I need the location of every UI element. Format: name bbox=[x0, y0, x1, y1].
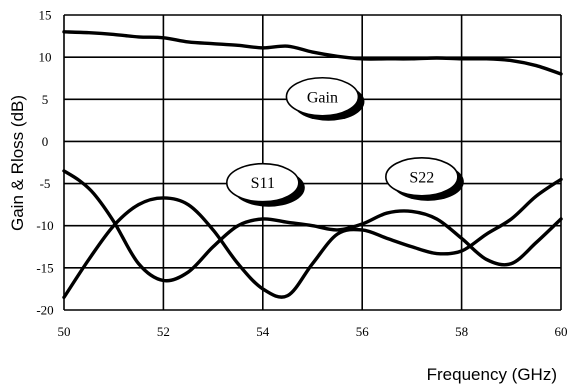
callout-s22: S22 bbox=[385, 157, 464, 201]
callout-label: S22 bbox=[409, 169, 434, 186]
x-tick-label: 60 bbox=[555, 324, 568, 339]
x-tick-label: 54 bbox=[256, 324, 270, 339]
callout-bubble bbox=[285, 76, 360, 117]
y-tick-label: 15 bbox=[39, 8, 52, 23]
tick-layer: -20 -15 -10 -5 0 5 10 15 50 52 54 56 58 60 bbox=[36, 8, 567, 340]
callout-bubble bbox=[225, 162, 300, 203]
callout-label: Gain bbox=[307, 89, 338, 106]
y-tick-label: -10 bbox=[36, 218, 53, 233]
y-axis-title: Gain & Rloss (dB) bbox=[8, 95, 27, 231]
x-axis-title: Frequency (GHz) bbox=[427, 365, 557, 384]
y-tick-label: 5 bbox=[42, 92, 49, 107]
callout-label: S11 bbox=[251, 175, 275, 192]
callout-s11: S11 bbox=[225, 162, 305, 207]
y-tick-label: -20 bbox=[36, 303, 53, 318]
y-tick-label: 10 bbox=[39, 50, 52, 65]
x-tick-label: 58 bbox=[455, 324, 468, 339]
x-tick-label: 50 bbox=[58, 324, 71, 339]
y-tick-label: -5 bbox=[40, 176, 51, 191]
y-tick-label: -15 bbox=[36, 260, 53, 275]
callout-gain: Gain bbox=[285, 76, 365, 121]
x-tick-label: 52 bbox=[157, 324, 170, 339]
series-line-gain bbox=[62, 30, 563, 76]
x-tick-label: 56 bbox=[356, 324, 370, 339]
callout-bubble bbox=[385, 157, 459, 197]
series-line-s11 bbox=[62, 169, 563, 283]
series-layer bbox=[62, 30, 563, 300]
series-line-s22 bbox=[62, 177, 563, 300]
callout-layer: Gain S11 S22 bbox=[225, 76, 464, 207]
y-tick-label: 0 bbox=[42, 134, 49, 149]
